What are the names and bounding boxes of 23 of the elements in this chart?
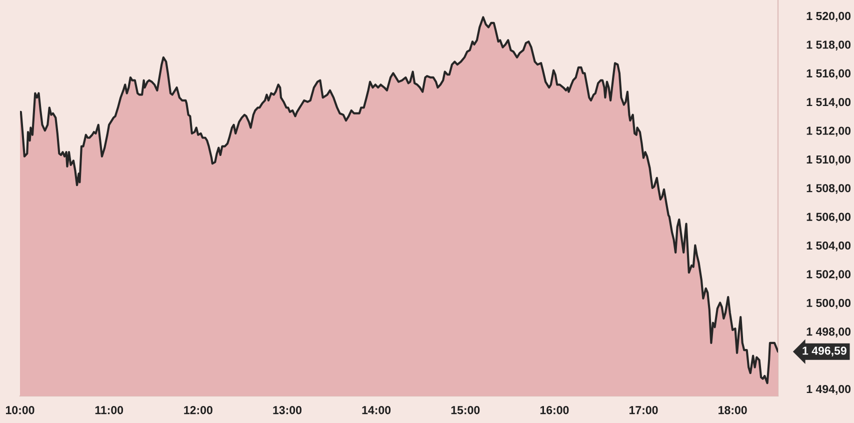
y-tick-label: 1 516,00 bbox=[806, 69, 851, 80]
y-tick-label: 1 518,00 bbox=[806, 40, 851, 50]
y-tick-label: 1 504,00 bbox=[806, 241, 851, 252]
x-tick-label: 17:00 bbox=[629, 406, 658, 414]
x-tick-label: 12:00 bbox=[184, 406, 212, 414]
x-tick-label: 16:00 bbox=[540, 406, 569, 414]
x-tick-label: 14:00 bbox=[362, 406, 391, 414]
x-tick-label: 18:00 bbox=[718, 406, 747, 414]
y-tick-label: 1 520,00 bbox=[806, 12, 851, 22]
y-tick-label: 1 494,00 bbox=[806, 384, 851, 395]
y-tick-label: 1 510,00 bbox=[806, 155, 851, 166]
x-tick-label: 10:00 bbox=[6, 406, 34, 414]
y-tick-label: 1 502,00 bbox=[806, 270, 851, 280]
x-tick-label: 13:00 bbox=[273, 406, 302, 414]
y-tick-label: 1 514,00 bbox=[806, 98, 851, 108]
x-tick-label: 11:00 bbox=[95, 406, 124, 414]
y-tick-label: 1 508,00 bbox=[806, 184, 851, 194]
annotation: 1 496,59 bbox=[802, 346, 846, 356]
y-tick-label: 1 500,00 bbox=[806, 298, 851, 309]
x-tick-label: 15:00 bbox=[451, 406, 480, 414]
y-tick-label: 1 512,00 bbox=[806, 126, 851, 137]
y-tick-label: 1 498,00 bbox=[806, 328, 851, 338]
y-tick-label: 1 506,00 bbox=[806, 212, 851, 223]
